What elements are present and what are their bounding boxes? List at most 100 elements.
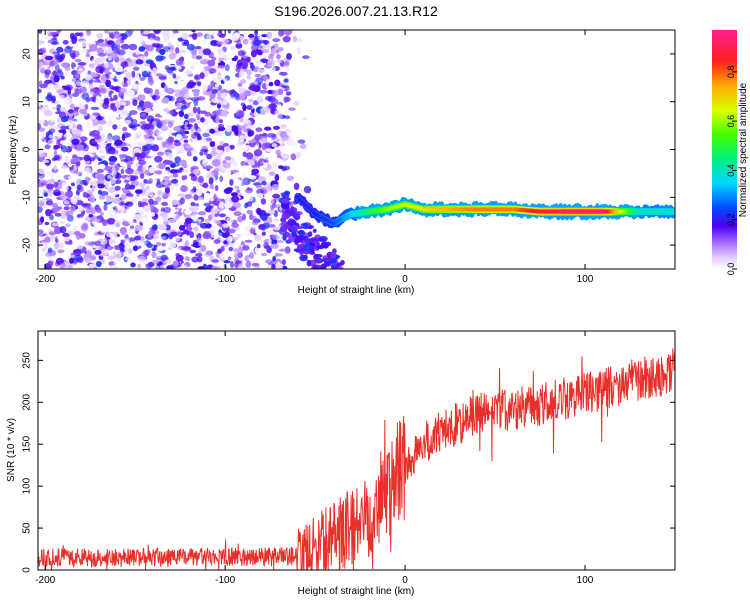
spectrogram-noise-cell [293, 182, 300, 191]
spectrogram-noise-cell [79, 40, 88, 48]
spectrogram-noise-cell [213, 125, 219, 131]
spectrogram-noise-cell [44, 221, 50, 226]
spectrogram-noise-cell [154, 170, 163, 175]
spectrogram-noise-cell [218, 213, 226, 218]
spectrogram-noise-cell [260, 154, 265, 159]
spectrogram-noise-cell [253, 39, 262, 46]
spectrogram-noise-cell [84, 56, 91, 63]
spectrogram-noise-cell [224, 156, 232, 161]
spectrogram-noise-cell [206, 34, 212, 42]
spectrogram-noise-cell [140, 112, 147, 117]
spectrogram-noise-cell [107, 174, 112, 179]
spectrogram-noise-cell [256, 188, 264, 195]
spectrogram-noise-cell [38, 61, 44, 69]
spectrogram-noise-cell [152, 42, 161, 48]
spectrogram-noise-cell [88, 146, 97, 154]
spectrogram-noise-cell [117, 49, 126, 56]
spectrogram-noise-cell [82, 191, 88, 198]
spectrogram-noise-cell [175, 254, 184, 262]
spectrogram-noise-cell [251, 262, 260, 267]
spectrogram-noise-cell [190, 65, 195, 70]
spectrogram-noise-cell [206, 99, 211, 106]
spectrogram-noise-cell [142, 70, 149, 78]
spectrogram-noise-cell [129, 241, 136, 247]
spectrogram-noise-cell [226, 89, 236, 94]
spectrogram-noise-cell [228, 79, 233, 87]
spectrogram-noise-cell [242, 177, 251, 186]
spectrogram-noise-cell [181, 234, 189, 241]
spectrogram-noise-cell [40, 106, 49, 111]
spectrogram-noise-cell [125, 132, 132, 138]
spectrogram-noise-cell [253, 111, 258, 117]
spectrogram-noise-cell [192, 169, 199, 175]
spectrogram-noise-cell [210, 225, 217, 232]
spectrogram-noise-cell [89, 44, 98, 52]
spectrogram-noise-cell [210, 150, 217, 157]
spectrogram-noise-cell [103, 165, 113, 171]
spectrogram-noise-cell [184, 217, 193, 224]
spectrogram-noise-cell [133, 123, 141, 127]
spectrogram-noise-cell [122, 260, 127, 268]
spectrogram-noise-cell [204, 250, 212, 258]
spectrogram-noise-cell [109, 149, 119, 155]
spectrogram-noise-cell [254, 234, 261, 242]
spectrogram-noise-cell [96, 33, 104, 39]
spectrogram-noise-cell [107, 239, 116, 245]
spectrogram-noise-cell [180, 172, 187, 176]
spectrogram-noise-cell [131, 70, 136, 78]
spectrogram-noise-cell [137, 154, 143, 162]
spectrogram-noise-cell [56, 104, 62, 110]
spectrogram-noise-cell [150, 183, 155, 188]
spectrogram-noise-cell [198, 110, 207, 114]
spectrogram-noise-cell [130, 227, 136, 234]
spectrogram-noise-cell [202, 232, 212, 240]
spectrogram-noise-cell [62, 232, 70, 238]
spectrogram-noise-cell [108, 161, 116, 166]
spectrogram-noise-cell [223, 240, 228, 245]
spectrogram-noise-cell [38, 100, 42, 108]
spectrogram-noise-cell [194, 203, 200, 207]
spectrogram-noise-cell [95, 172, 100, 178]
spectrogram-noise-cell [213, 110, 219, 115]
spectrogram-noise-cell [96, 179, 106, 184]
spectrogram-noise-cell [192, 214, 198, 222]
spectrogram-transition-cell [338, 298, 344, 305]
spectrogram-noise-cell [38, 54, 43, 60]
spectrogram-noise-cell [220, 168, 226, 173]
spectrogram-noise-cell [195, 188, 203, 196]
spectrogram-noise-cell [110, 103, 115, 110]
spectrogram-noise-cell [125, 201, 134, 207]
spectrogram-noise-cell [192, 186, 197, 192]
spectrogram-noise-cell [60, 209, 66, 217]
spectrogram-noise-cell [177, 220, 184, 225]
spectrogram-noise-cell [231, 195, 240, 203]
spectrogram-noise-cell [124, 238, 131, 243]
spectrogram-noise-cell [157, 122, 162, 129]
spectrogram-noise-cell [38, 88, 42, 94]
spectrogram-noise-cell [144, 123, 151, 130]
spectrogram-noise-cell [154, 129, 162, 135]
spectrogram-noise-cell [122, 126, 128, 132]
spectrogram-noise-cell [218, 30, 223, 34]
spectrogram-noise-cell [120, 202, 126, 206]
spectrogram-noise-cell [72, 130, 78, 134]
spectrogram-noise-cell [278, 30, 284, 37]
spectrogram-noise-cell [214, 219, 221, 225]
spectrogram-noise-cell [119, 162, 128, 167]
spectrogram-noise-cell [92, 183, 99, 192]
spectrogram-noise-cell [74, 212, 79, 220]
spectrogram-noise-cell [59, 263, 66, 269]
spectrogram-noise-cell [133, 235, 142, 241]
spectrogram-noise-cell [159, 236, 167, 240]
spectrogram-noise-cell [107, 255, 115, 261]
spectrogram-noise-cell [200, 117, 205, 123]
spectrogram-noise-cell [202, 182, 209, 189]
spectrogram-noise-cell [248, 196, 254, 202]
spectrogram-noise-cell [127, 90, 135, 98]
spectrogram-noise-cell [148, 150, 158, 157]
spectrogram-noise-cell [61, 181, 67, 189]
spectrogram-noise-cell [98, 163, 106, 170]
spectrogram-noise-cell [71, 37, 77, 45]
spectrogram-noise-cell [100, 74, 107, 82]
